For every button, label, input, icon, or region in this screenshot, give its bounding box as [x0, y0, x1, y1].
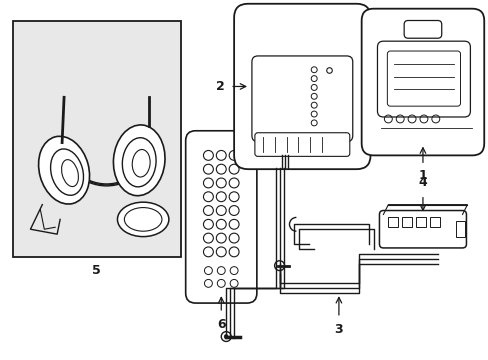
- FancyBboxPatch shape: [386, 51, 460, 106]
- Circle shape: [224, 334, 228, 338]
- Bar: [429, 217, 439, 227]
- Bar: [401, 217, 411, 227]
- FancyBboxPatch shape: [234, 4, 370, 169]
- Ellipse shape: [124, 208, 162, 231]
- Ellipse shape: [122, 138, 156, 187]
- Text: 6: 6: [217, 318, 225, 331]
- FancyBboxPatch shape: [361, 9, 483, 156]
- FancyBboxPatch shape: [251, 56, 352, 141]
- FancyBboxPatch shape: [404, 21, 441, 38]
- Ellipse shape: [132, 149, 150, 177]
- FancyBboxPatch shape: [377, 41, 469, 117]
- Ellipse shape: [61, 159, 78, 186]
- Bar: [387, 217, 397, 227]
- Bar: [13, 21, 181, 257]
- Ellipse shape: [117, 202, 168, 237]
- Ellipse shape: [50, 149, 83, 195]
- Text: 2: 2: [216, 80, 224, 93]
- Ellipse shape: [113, 125, 164, 196]
- Text: 4: 4: [418, 176, 427, 189]
- Bar: [415, 217, 425, 227]
- Text: 5: 5: [92, 264, 101, 277]
- Bar: [455, 221, 465, 237]
- FancyBboxPatch shape: [379, 211, 466, 248]
- Ellipse shape: [39, 136, 89, 204]
- Text: 1: 1: [418, 168, 427, 181]
- FancyBboxPatch shape: [185, 131, 256, 303]
- FancyBboxPatch shape: [254, 133, 349, 156]
- Text: 3: 3: [334, 323, 343, 336]
